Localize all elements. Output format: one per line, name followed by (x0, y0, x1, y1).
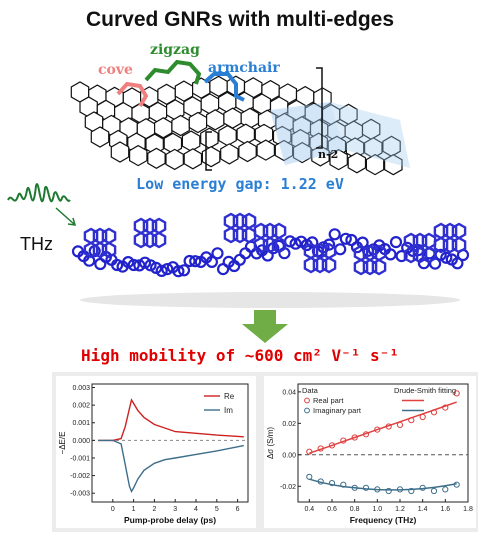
chart-conductivity: 0.4 0.6 0.8 1.0 1.2 1.4 1.6 1.8 0.04 0.02 0.00 -0.0… (264, 376, 476, 528)
benzene-ring (239, 142, 256, 162)
benzene-ring (219, 126, 236, 146)
benzene-ring (172, 116, 189, 136)
y-tick-label: 0.04 (282, 389, 296, 396)
benzene-ring (182, 131, 199, 151)
carbon-ring (235, 255, 245, 265)
legend-header-fit: Drude-Smith fitting (394, 386, 456, 395)
aromatic-ring (153, 233, 165, 247)
chart-transient-field: 0 1 2 3 4 5 6 0.003 0.002 0.001 0.000 -0.001 -0.002 -… (56, 376, 256, 528)
legend-label: Imaginary part (313, 406, 362, 415)
benzene-ring (111, 142, 128, 162)
data-point (431, 488, 436, 493)
gnr-3d-model (70, 205, 470, 315)
x-tick-label: 0.6 (327, 506, 337, 513)
y-tick-label: 0.002 (72, 403, 90, 410)
legend-label: Im (224, 406, 233, 415)
y-tick-label: 0.02 (282, 421, 296, 428)
cove-label: cove (98, 62, 133, 78)
zigzag-label: zigzag (150, 42, 200, 58)
x-tick-label: 1 (132, 506, 136, 513)
carbon-ring (213, 248, 223, 258)
data-point (307, 474, 312, 479)
benzene-ring (184, 149, 201, 169)
series-line-re (98, 400, 244, 441)
figure-title: Curved GNRs with multi-edges (0, 8, 480, 32)
x-tick-label: 0.8 (350, 506, 360, 513)
aromatic-ring (243, 228, 255, 242)
armchair-label: armchair (208, 60, 280, 76)
ribbon-atoms (73, 214, 468, 276)
y-axis-label: Δσ (S/m) (266, 427, 275, 459)
data-point (443, 487, 448, 492)
carbon-ring (240, 248, 250, 258)
legend-marker (305, 408, 310, 413)
zigzag-edge-highlight (146, 62, 199, 84)
y-tick-label: 0.001 (72, 420, 90, 427)
aromatic-ring (323, 258, 335, 272)
benzene-ring (207, 110, 224, 130)
x-tick-label: 1.2 (395, 506, 405, 513)
x-axis-label: Pump-probe delay (ps) (124, 515, 216, 525)
benzene-ring (348, 153, 365, 173)
aromatic-ring (373, 260, 385, 274)
ribbon-shadow (80, 292, 460, 308)
mobility-text: High mobility of ~600 cm² V⁻¹ s⁻¹ (0, 346, 480, 365)
plot-frame (92, 384, 248, 502)
aromatic-ring (153, 219, 165, 233)
y-tick-label: -0.003 (70, 491, 90, 498)
legend-label: Re (224, 392, 235, 401)
benzene-ring (202, 147, 219, 167)
benzene-ring (91, 127, 108, 147)
benzene-ring (237, 124, 254, 144)
benzene-ring (166, 149, 183, 169)
aromatic-ring (453, 238, 465, 252)
x-tick-label: 0 (111, 506, 115, 513)
x-tick-label: 4 (194, 506, 198, 513)
benzene-ring (201, 128, 218, 148)
carbon-ring (391, 237, 401, 247)
x-tick-label: 1.0 (372, 506, 382, 513)
x-axis-label: Frequency (THz) (350, 515, 417, 525)
y-tick-label: 0.000 (72, 438, 90, 445)
down-arrow-icon (240, 310, 290, 344)
y-tick-label: 0.003 (72, 385, 90, 392)
benzene-ring (221, 144, 238, 164)
y-axis-label: −ΔE/E (58, 432, 67, 455)
benzene-ring (257, 140, 274, 160)
carbon-ring (330, 229, 340, 239)
carbon-ring (335, 244, 345, 254)
aromatic-ring (423, 234, 435, 248)
y-tick-label: -0.02 (280, 484, 296, 491)
benzene-ring (130, 146, 147, 166)
aromatic-ring (103, 229, 115, 243)
y-tick-label: -0.002 (70, 473, 90, 480)
x-tick-label: 5 (215, 506, 219, 513)
x-tick-label: 0.4 (304, 506, 314, 513)
x-tick-label: 1.4 (418, 506, 428, 513)
legend-marker (305, 398, 310, 403)
data-point (307, 449, 312, 454)
series-line-im (98, 440, 244, 491)
x-tick-label: 1.6 (440, 506, 450, 513)
x-tick-label: 1.8 (463, 506, 473, 513)
repeat-unit-label: n-2 (318, 148, 338, 161)
aromatic-ring (273, 224, 285, 238)
data-point (420, 414, 425, 419)
legend-label: Real part (313, 396, 344, 405)
aromatic-ring (243, 214, 255, 228)
benzene-ring (189, 113, 206, 133)
y-tick-label: 0.00 (282, 452, 296, 459)
y-tick-label: -0.001 (70, 455, 90, 462)
benzene-ring (224, 108, 241, 128)
data-point (397, 422, 402, 427)
x-tick-label: 2 (152, 506, 156, 513)
legend-header-data: Data (302, 386, 319, 395)
x-tick-label: 6 (236, 506, 240, 513)
benzene-ring (148, 148, 165, 168)
x-tick-label: 3 (173, 506, 177, 513)
aromatic-ring (453, 224, 465, 238)
thz-label: THz (20, 234, 53, 255)
